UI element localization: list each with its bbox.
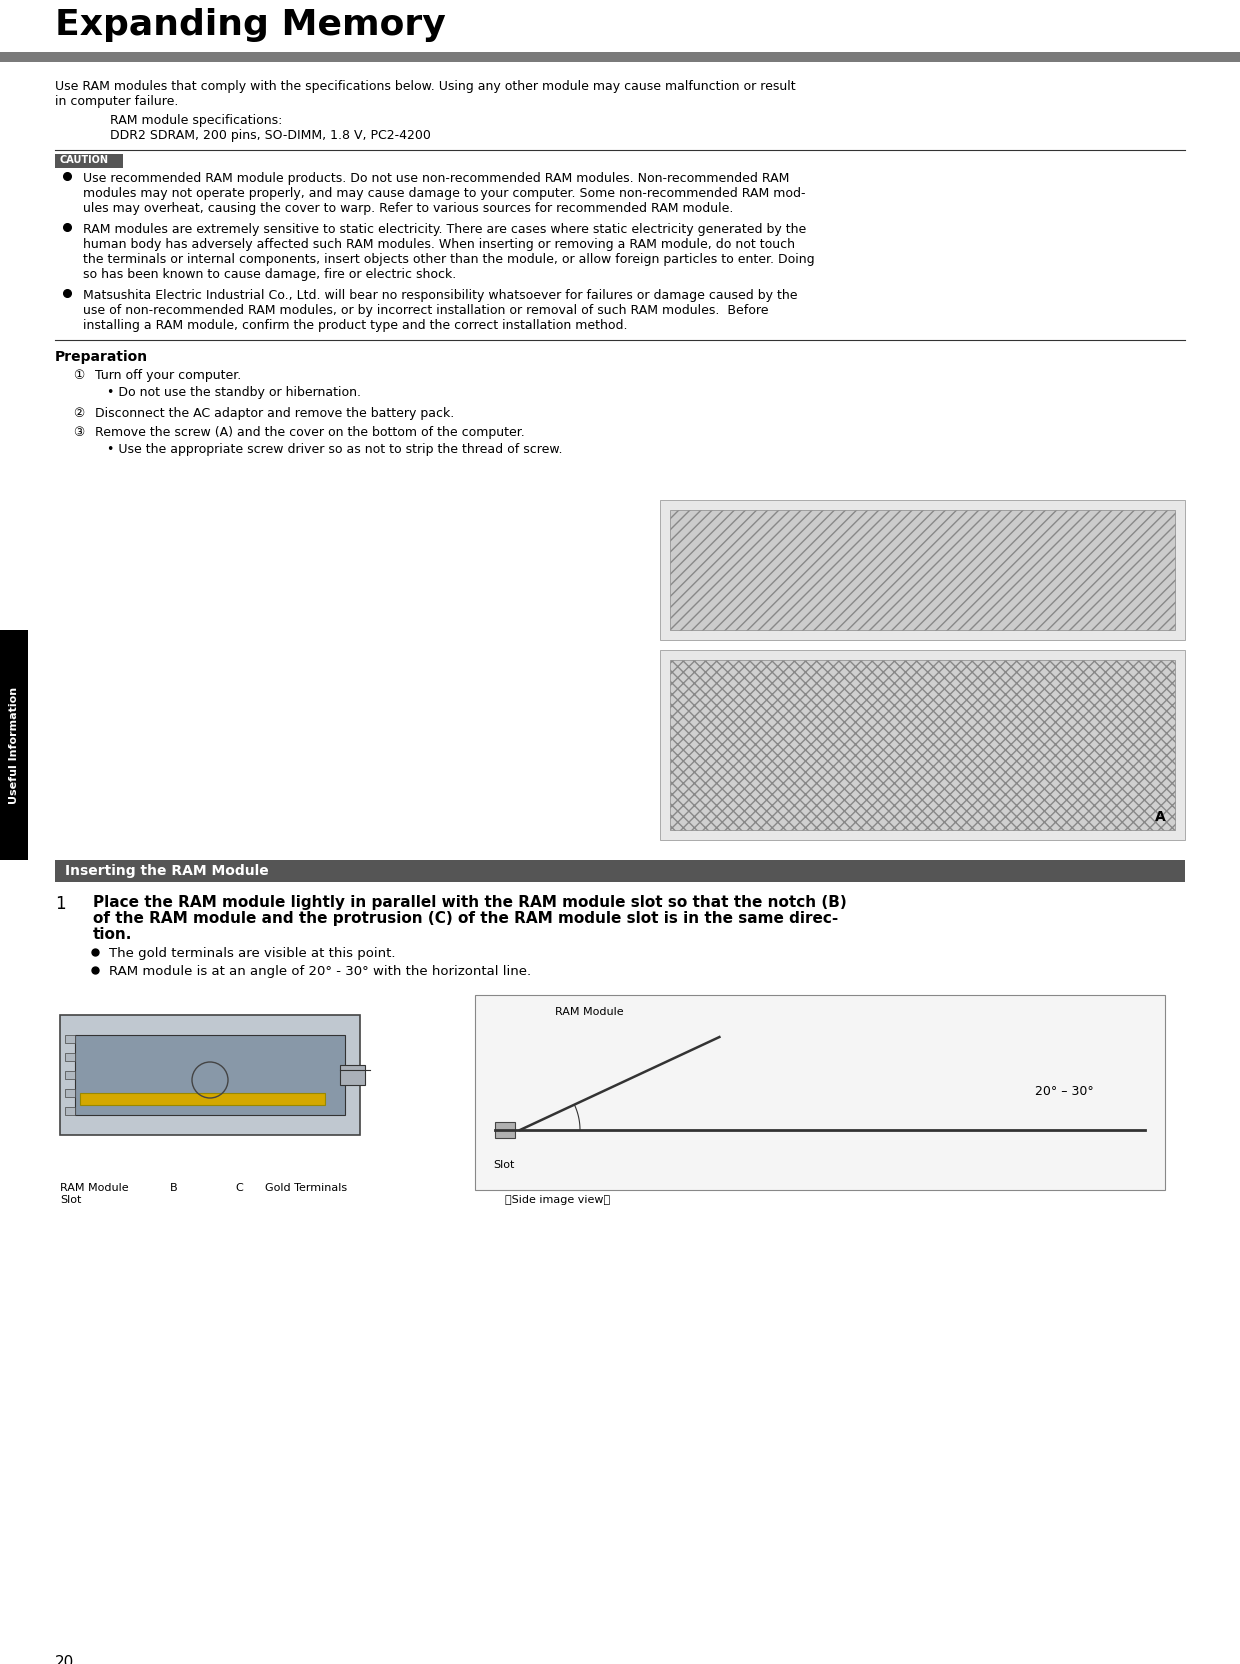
Bar bbox=[64, 1053, 74, 1062]
Text: Useful Information: Useful Information bbox=[9, 687, 19, 804]
Text: use of non-recommended RAM modules, or by incorrect installation or removal of s: use of non-recommended RAM modules, or b… bbox=[83, 305, 769, 318]
Text: installing a RAM module, confirm the product type and the correct installation m: installing a RAM module, confirm the pro… bbox=[83, 319, 627, 333]
Text: A: A bbox=[1154, 810, 1166, 824]
Bar bbox=[0, 52, 1240, 62]
Text: RAM module is at an angle of 20° - 30° with the horizontal line.: RAM module is at an angle of 20° - 30° w… bbox=[109, 965, 531, 978]
Bar bbox=[660, 651, 1185, 840]
Bar bbox=[660, 499, 1185, 641]
Text: • Use the appropriate screw driver so as not to strip the thread of screw.: • Use the appropriate screw driver so as… bbox=[107, 443, 563, 456]
Bar bbox=[60, 1015, 360, 1135]
Text: RAM Module
Slot: RAM Module Slot bbox=[60, 1183, 129, 1205]
Bar bbox=[55, 155, 123, 168]
Bar bbox=[64, 1035, 74, 1043]
Bar bbox=[64, 1088, 74, 1097]
Text: RAM modules are extremely sensitive to static electricity. There are cases where: RAM modules are extremely sensitive to s… bbox=[83, 223, 806, 236]
Bar bbox=[64, 1107, 74, 1115]
Text: Slot: Slot bbox=[494, 1160, 515, 1170]
Text: 20: 20 bbox=[55, 1656, 74, 1664]
Bar bbox=[0, 631, 29, 860]
Bar bbox=[64, 1072, 74, 1078]
Bar bbox=[475, 995, 1166, 1190]
Text: the terminals or internal components, insert objects other than the module, or a: the terminals or internal components, in… bbox=[83, 253, 815, 266]
Text: CAUTION: CAUTION bbox=[60, 155, 108, 165]
Text: C: C bbox=[236, 1183, 243, 1193]
Text: Preparation: Preparation bbox=[55, 349, 148, 364]
Text: RAM Module: RAM Module bbox=[556, 1007, 624, 1017]
Text: tion.: tion. bbox=[93, 927, 133, 942]
Text: ③: ③ bbox=[73, 426, 84, 439]
Text: B: B bbox=[170, 1183, 177, 1193]
Bar bbox=[81, 1093, 325, 1105]
Bar bbox=[55, 860, 1185, 882]
Text: 1: 1 bbox=[55, 895, 66, 914]
Text: DDR2 SDRAM, 200 pins, SO-DIMM, 1.8 V, PC2-4200: DDR2 SDRAM, 200 pins, SO-DIMM, 1.8 V, PC… bbox=[110, 130, 430, 141]
Text: Inserting the RAM Module: Inserting the RAM Module bbox=[64, 864, 269, 879]
Text: Gold Terminals: Gold Terminals bbox=[265, 1183, 347, 1193]
Bar bbox=[495, 1122, 515, 1138]
Text: Remove the screw (A) and the cover on the bottom of the computer.: Remove the screw (A) and the cover on th… bbox=[95, 426, 525, 439]
Bar bbox=[670, 661, 1176, 830]
Text: 20° – 30°: 20° – 30° bbox=[1035, 1085, 1094, 1098]
Bar bbox=[340, 1065, 365, 1085]
Text: Use recommended RAM module products. Do not use non-recommended RAM modules. Non: Use recommended RAM module products. Do … bbox=[83, 171, 790, 185]
Text: modules may not operate properly, and may cause damage to your computer. Some no: modules may not operate properly, and ma… bbox=[83, 186, 806, 200]
Text: ②: ② bbox=[73, 408, 84, 419]
Text: Matsushita Electric Industrial Co., Ltd. will bear no responsibility whatsoever : Matsushita Electric Industrial Co., Ltd.… bbox=[83, 290, 797, 301]
Text: Turn off your computer.: Turn off your computer. bbox=[95, 369, 242, 383]
Text: ules may overheat, causing the cover to warp. Refer to various sources for recom: ules may overheat, causing the cover to … bbox=[83, 201, 733, 215]
Text: Place the RAM module lightly in parallel with the RAM module slot so that the no: Place the RAM module lightly in parallel… bbox=[93, 895, 847, 910]
Text: human body has adversely affected such RAM modules. When inserting or removing a: human body has adversely affected such R… bbox=[83, 238, 795, 251]
Text: RAM module specifications:: RAM module specifications: bbox=[110, 115, 283, 126]
Text: Use RAM modules that comply with the specifications below. Using any other modul: Use RAM modules that comply with the spe… bbox=[55, 80, 796, 93]
Bar bbox=[74, 1035, 345, 1115]
Text: of the RAM module and the protrusion (C) of the RAM module slot is in the same d: of the RAM module and the protrusion (C)… bbox=[93, 910, 838, 925]
Text: （Side image view）: （Side image view） bbox=[505, 1195, 610, 1205]
Text: Disconnect the AC adaptor and remove the battery pack.: Disconnect the AC adaptor and remove the… bbox=[95, 408, 454, 419]
Text: so has been known to cause damage, fire or electric shock.: so has been known to cause damage, fire … bbox=[83, 268, 456, 281]
Text: The gold terminals are visible at this point.: The gold terminals are visible at this p… bbox=[109, 947, 396, 960]
Text: ①: ① bbox=[73, 369, 84, 383]
Bar bbox=[670, 509, 1176, 631]
Text: • Do not use the standby or hibernation.: • Do not use the standby or hibernation. bbox=[107, 386, 361, 399]
Text: in computer failure.: in computer failure. bbox=[55, 95, 179, 108]
Text: Expanding Memory: Expanding Memory bbox=[55, 8, 445, 42]
